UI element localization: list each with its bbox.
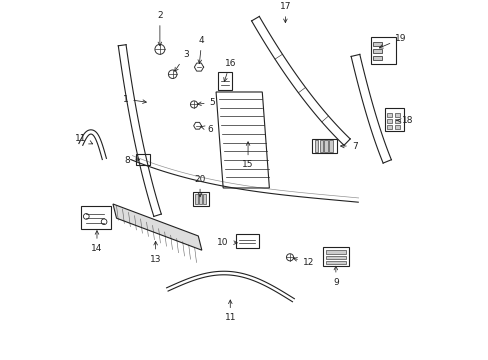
Bar <box>136 154 150 165</box>
Bar <box>235 234 258 248</box>
Text: 19: 19 <box>379 34 406 48</box>
Polygon shape <box>113 204 202 250</box>
Bar <box>370 37 395 64</box>
Bar <box>325 261 346 264</box>
Text: 16: 16 <box>224 59 236 81</box>
Text: 2: 2 <box>157 11 163 46</box>
Text: 1: 1 <box>122 95 146 104</box>
Bar <box>81 206 111 229</box>
Bar <box>394 125 399 129</box>
Bar <box>394 119 399 123</box>
Bar <box>319 140 323 152</box>
Text: 10: 10 <box>217 238 237 247</box>
Bar <box>199 194 202 204</box>
Text: 6: 6 <box>201 125 213 134</box>
Bar <box>217 72 232 90</box>
Text: 7: 7 <box>340 141 357 150</box>
Text: 15: 15 <box>242 142 253 169</box>
Text: 13: 13 <box>149 241 161 264</box>
Text: 18: 18 <box>396 116 413 125</box>
Bar <box>372 41 381 46</box>
Text: 4: 4 <box>198 36 204 63</box>
Text: 12: 12 <box>293 257 313 267</box>
Text: 9: 9 <box>332 266 338 287</box>
Bar <box>394 113 399 117</box>
Text: 11: 11 <box>75 134 92 144</box>
Bar <box>372 49 381 53</box>
Bar <box>325 250 346 254</box>
Bar <box>386 119 391 123</box>
Bar <box>324 140 327 152</box>
Text: 5: 5 <box>197 98 215 107</box>
Bar <box>322 247 348 266</box>
Bar <box>386 125 391 129</box>
Text: 17: 17 <box>279 2 290 23</box>
Bar <box>329 140 332 152</box>
Text: 8: 8 <box>124 156 139 165</box>
Bar <box>372 56 381 60</box>
Text: 11: 11 <box>224 300 236 322</box>
Bar <box>325 256 346 259</box>
Bar <box>195 194 198 204</box>
Bar <box>314 140 317 152</box>
Bar <box>386 113 391 117</box>
Bar <box>384 108 404 131</box>
Bar <box>203 194 205 204</box>
Bar <box>193 192 208 206</box>
Text: 3: 3 <box>174 50 188 71</box>
Bar <box>311 139 336 153</box>
Text: 14: 14 <box>91 231 102 253</box>
Polygon shape <box>216 92 269 188</box>
Text: 20: 20 <box>194 175 205 197</box>
